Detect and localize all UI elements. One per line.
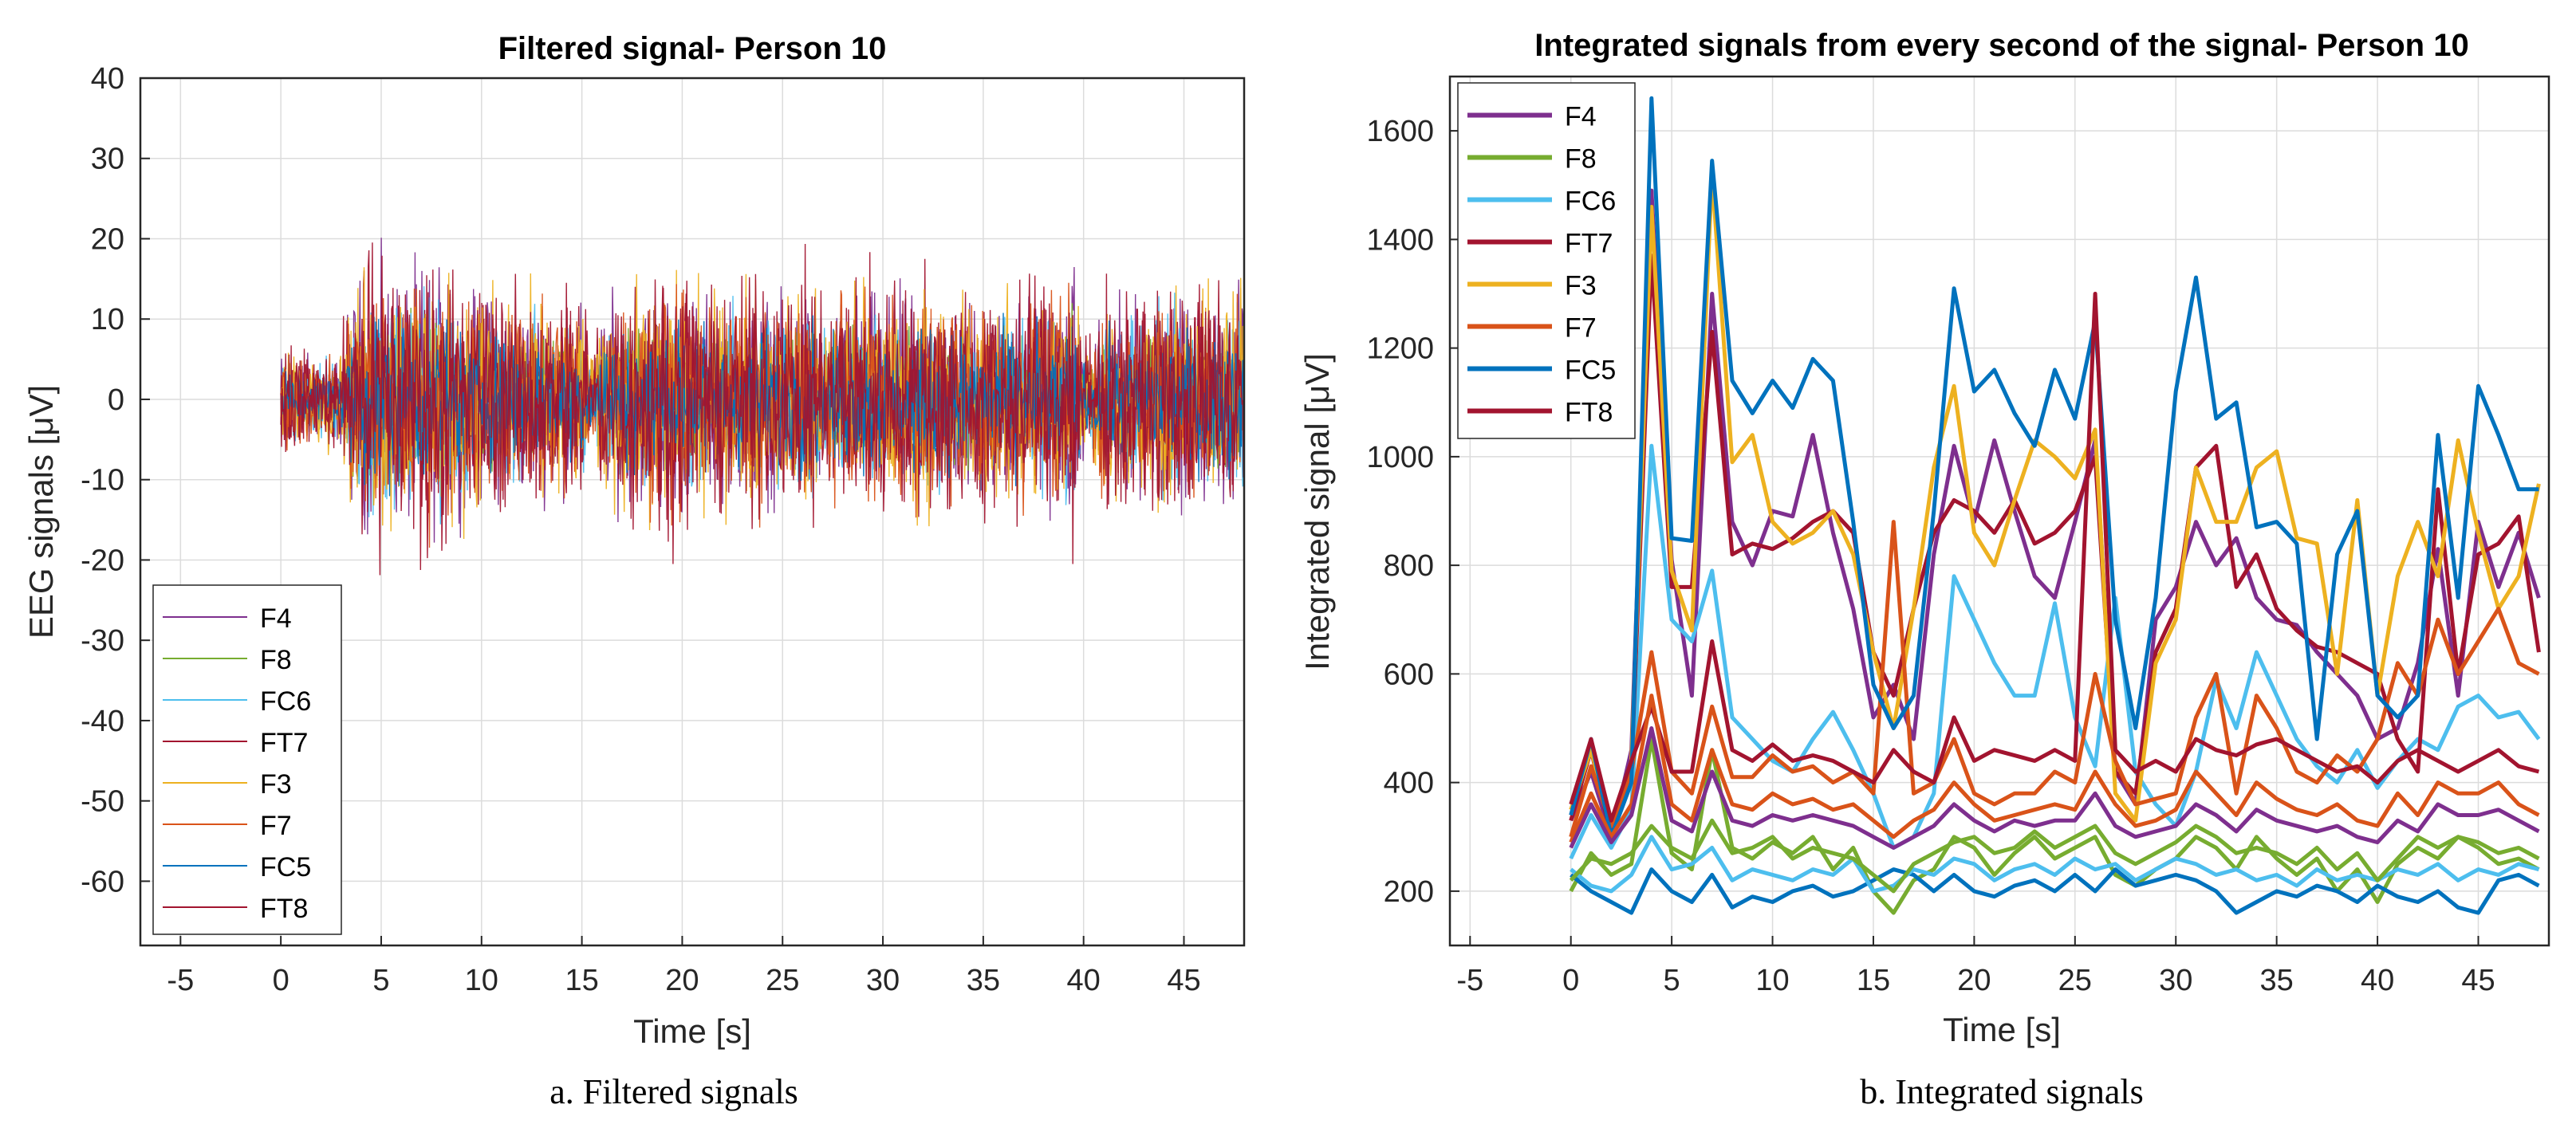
legend-label-fc6: FC6 bbox=[1565, 187, 1616, 217]
panel-b-plot-area bbox=[1569, 96, 2541, 915]
series-line-fc6 bbox=[1569, 443, 2541, 860]
b-xtick-label: -5 bbox=[1456, 964, 1483, 997]
panel-b-ticks: -5 0 5 10 15 20 25 30 35 40 45 1600 1400 1200 1000 800 6… bbox=[1366, 115, 2495, 997]
b-ytick-label: 800 bbox=[1384, 549, 1434, 583]
panel-b: Integrated signals from every second of … bbox=[1298, 28, 2550, 1111]
panel-a-xlabel: Time [s] bbox=[633, 1012, 751, 1050]
legend-label-f3: F3 bbox=[260, 769, 292, 800]
b-ytick-label: 1600 bbox=[1366, 115, 1434, 148]
a-ytick-label: -20 bbox=[81, 544, 124, 577]
a-xtick-label: 30 bbox=[866, 964, 900, 997]
legend-label-ft8: FT8 bbox=[1565, 398, 1613, 428]
b-xtick-label: 30 bbox=[2159, 964, 2192, 997]
legend-label-f4: F4 bbox=[1565, 102, 1597, 132]
series-line-extra-11 bbox=[1569, 694, 2540, 843]
series-line-ft8 bbox=[280, 242, 1245, 571]
b-xtick-label: 15 bbox=[1857, 964, 1890, 997]
series-line-extra-12 bbox=[1569, 726, 2540, 850]
a-ytick-label: 20 bbox=[91, 222, 124, 256]
series-line-ft7 bbox=[1569, 254, 2541, 839]
series-line-ft8 bbox=[1569, 292, 2540, 823]
b-xtick-label: 35 bbox=[2260, 964, 2294, 997]
a-xtick-label: 35 bbox=[967, 964, 1000, 997]
b-xtick-label: 20 bbox=[1957, 964, 1991, 997]
panel-a-axes-box bbox=[139, 77, 1246, 947]
a-ytick-label: 30 bbox=[91, 143, 124, 176]
legend-label-f8: F8 bbox=[1565, 144, 1597, 175]
panel-b-axes-box bbox=[1448, 75, 2550, 947]
panel-a: Filtered signal- Person 10 -5 0 5 10 15 20 25 3… bbox=[22, 31, 1246, 1111]
b-ytick-label: 1400 bbox=[1366, 223, 1434, 257]
legend-label-f4: F4 bbox=[260, 603, 292, 634]
panel-a-ylabel: EEG signals [μV] bbox=[22, 385, 60, 639]
panel-b-legend-box bbox=[1457, 82, 1636, 439]
b-xtick-label: 0 bbox=[1562, 964, 1579, 997]
panel-a-legend: F4 F8 FC6 FT7 F3 F7 FC5 FT8 bbox=[152, 584, 342, 935]
a-ytick-label: -10 bbox=[81, 464, 124, 497]
legend-label-fc6: FC6 bbox=[260, 686, 311, 717]
b-ytick-label: 400 bbox=[1384, 767, 1434, 800]
legend-label-f7: F7 bbox=[260, 811, 292, 841]
b-xtick-label: 40 bbox=[2361, 964, 2394, 997]
b-ytick-label: 600 bbox=[1384, 658, 1434, 691]
b-ytick-label: 200 bbox=[1384, 875, 1434, 909]
a-ytick-label: 0 bbox=[108, 383, 124, 417]
a-ytick-label: -50 bbox=[81, 785, 124, 819]
legend-label-f8: F8 bbox=[260, 645, 292, 675]
legend-label-ft7: FT7 bbox=[260, 728, 308, 758]
a-xtick-label: 45 bbox=[1167, 964, 1200, 997]
series-line-f7 bbox=[1569, 520, 2540, 838]
legend-label-fc5: FC5 bbox=[1565, 356, 1616, 386]
a-ytick-label: 40 bbox=[91, 62, 124, 96]
series-line-extra-8 bbox=[1570, 867, 2540, 915]
panel-b-legend: F4 F8 FC6 FT7 F3 F7 FC5 FT8 bbox=[1457, 82, 1636, 439]
panel-a-caption: a. Filtered signals bbox=[549, 1072, 798, 1111]
a-xtick-label: 0 bbox=[273, 964, 290, 997]
b-xtick-label: 10 bbox=[1755, 964, 1789, 997]
panel-a-legend-box bbox=[152, 584, 342, 935]
a-xtick-label: 25 bbox=[766, 964, 799, 997]
series-line-f8 bbox=[1569, 737, 2540, 915]
a-xtick-label: -5 bbox=[167, 964, 194, 997]
series-line-fc5 bbox=[1569, 96, 2539, 839]
b-xtick-label: 25 bbox=[2058, 964, 2092, 997]
panel-b-title: Integrated signals from every second of … bbox=[1534, 28, 2468, 63]
legend-label-ft7: FT7 bbox=[1565, 229, 1613, 259]
b-ytick-label: 1200 bbox=[1366, 332, 1434, 366]
panel-b-ylabel: Integrated signal [μV] bbox=[1298, 353, 1336, 670]
panel-b-xlabel: Time [s] bbox=[1943, 1011, 2061, 1048]
b-ytick-label: 1000 bbox=[1366, 441, 1434, 474]
b-xtick-label: 5 bbox=[1664, 964, 1680, 997]
b-xtick-label: 45 bbox=[2461, 964, 2495, 997]
a-ytick-label: -60 bbox=[81, 865, 124, 898]
legend-label-fc5: FC5 bbox=[260, 852, 311, 882]
series-line-extra-10 bbox=[1569, 818, 2540, 894]
a-ytick-label: 10 bbox=[91, 303, 124, 336]
a-xtick-label: 40 bbox=[1067, 964, 1101, 997]
panel-b-caption: b. Integrated signals bbox=[1860, 1072, 2144, 1111]
a-ytick-label: -30 bbox=[81, 624, 124, 658]
legend-label-f3: F3 bbox=[1565, 271, 1597, 301]
a-ytick-label: -40 bbox=[81, 705, 124, 738]
legend-label-f7: F7 bbox=[1565, 313, 1597, 344]
a-xtick-label: 15 bbox=[565, 964, 598, 997]
a-xtick-label: 20 bbox=[665, 964, 699, 997]
a-xtick-label: 5 bbox=[372, 964, 389, 997]
a-xtick-label: 10 bbox=[465, 964, 498, 997]
panel-a-ticks: -5 0 5 10 15 20 25 30 35 40 45403020100-10-20-30-4… bbox=[81, 62, 1201, 997]
legend-label-ft8: FT8 bbox=[260, 894, 308, 924]
panel-a-title: Filtered signal- Person 10 bbox=[498, 31, 887, 66]
